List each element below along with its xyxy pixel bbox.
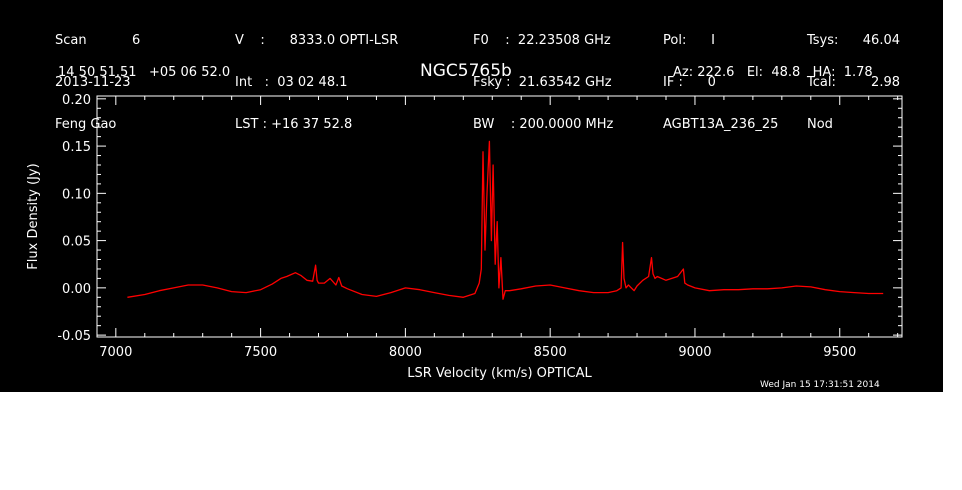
scan-number: Scan 6: [55, 33, 141, 48]
x-tick-label: 8500: [534, 345, 567, 360]
tsys-label: Tsys:: [807, 33, 839, 48]
scan-header-col4: Pol: I IF : 0 AGBT13A_236_25: [663, 6, 778, 160]
bandwidth: BW : 200.0000 MHz: [473, 117, 614, 132]
plot-frame: [96, 95, 903, 338]
velocity-value: V : 8333.0 OPTI-LSR: [235, 33, 399, 48]
scan-header-col3: F0 : 22.23508 GHz Fsky : 21.63542 GHz BW…: [473, 6, 613, 160]
x-tick-label: 9500: [823, 345, 856, 360]
source-coordinates: 14 50 51.51 +05 06 52.0: [58, 65, 231, 80]
integration-time: Int : 03 02 48.1: [235, 75, 348, 90]
x-tick-label: 7500: [244, 345, 277, 360]
lst-value: LST : +16 37 52.8: [235, 117, 353, 132]
sky-frequency: Fsky : 21.63542 GHz: [473, 75, 612, 90]
tcal-value: 2.98: [871, 75, 900, 90]
y-tick-label: -0.05: [57, 329, 91, 344]
x-tick-label: 9000: [678, 345, 711, 360]
y-tick-label: 0.15: [62, 140, 91, 155]
spectrum-plot-panel: Scan 6 2013-11-23 Feng Gao V : 8333.0 OP…: [0, 0, 943, 392]
scan-header-col5: Tsys: Tcal: Nod: [807, 6, 838, 160]
y-axis-label: Flux Density (Jy): [26, 163, 41, 269]
plot-timestamp: Wed Jan 15 17:31:51 2014: [760, 380, 880, 390]
tsys-value: 46.04: [862, 33, 900, 48]
if-number: IF : 0: [663, 75, 716, 90]
polarization: Pol: I: [663, 33, 715, 48]
y-tick-label: 0.10: [62, 187, 91, 202]
y-tick-label: 0.00: [62, 282, 91, 297]
spectrum-line: [127, 140, 884, 300]
rest-frequency: F0 : 22.23508 GHz: [473, 33, 611, 48]
x-tick-label: 7000: [99, 345, 132, 360]
scan-header-col6: 46.04 2.98: [850, 6, 900, 118]
procedure-name: Nod: [807, 117, 833, 132]
scan-header-col2: V : 8333.0 OPTI-LSR Int : 03 02 48.1 LST…: [235, 6, 398, 160]
x-axis-label: LSR Velocity (km/s) OPTICAL: [407, 366, 592, 381]
spectrum-chart: 7000 7500 8000 8500 9000 9500 -0.05 0.00 0.05 0.1…: [26, 93, 903, 381]
source-name: NGC5765b: [420, 61, 512, 81]
y-tick-label: 0.20: [62, 93, 91, 108]
observation-date: 2013-11-23: [55, 75, 131, 90]
x-tick-label: 8000: [389, 345, 422, 360]
pointing-info: Az: 222.6 El: 48.8 HA: 1.78: [673, 65, 873, 80]
project-id: AGBT13A_236_25: [663, 117, 779, 132]
y-tick-label: 0.05: [62, 235, 91, 250]
scan-header-col1: Scan 6 2013-11-23 Feng Gao: [55, 6, 140, 160]
tcal-label: Tcal:: [807, 75, 836, 90]
